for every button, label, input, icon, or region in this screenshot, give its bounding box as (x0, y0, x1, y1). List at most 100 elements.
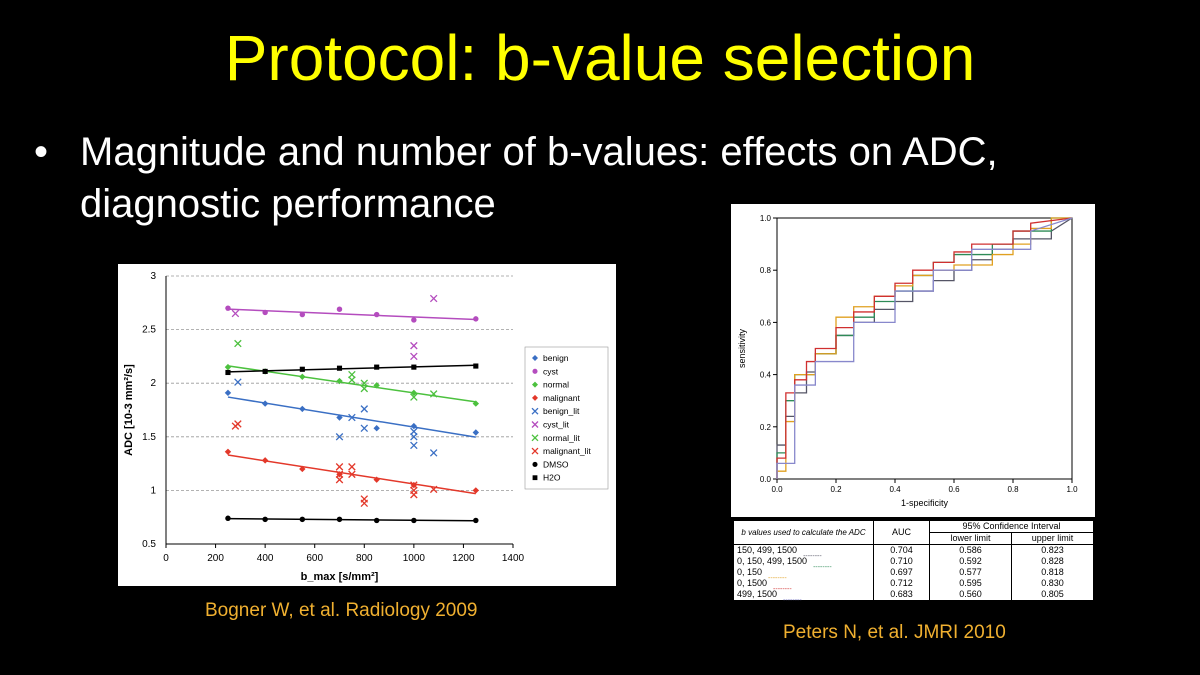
series-malignant_lit (231, 420, 438, 508)
data-point (532, 461, 538, 467)
data-point (299, 373, 306, 380)
data-point (225, 515, 231, 521)
data-point (360, 384, 369, 393)
roc-curve-4 (776, 217, 1073, 479)
x-stroke (410, 341, 418, 350)
citation-peters: Peters N, et al. JMRI 2010 (783, 622, 1006, 643)
data-point (336, 365, 343, 371)
series-cyst_lit (231, 294, 438, 361)
legend-label: normal (543, 380, 569, 390)
data-point (531, 447, 539, 455)
data-point (473, 517, 479, 524)
y-tick-label: 1 (150, 485, 156, 496)
bvalues-cell: 0, 1500-------- (733, 578, 874, 593)
data-point (532, 368, 538, 374)
data-point (373, 517, 380, 524)
x-tick-label: 0.8 (1007, 485, 1019, 494)
data-point (532, 381, 538, 388)
x-stroke (429, 485, 438, 494)
adc-chart: 0.5 1 1.5 2 2.5 3 0 200 400 600 800 1000 1200 1400 b_m… (123, 271, 609, 583)
data-point (410, 441, 418, 450)
data-point (224, 389, 232, 397)
data-point (374, 364, 380, 370)
data-point (299, 516, 306, 523)
x-stroke (348, 370, 356, 379)
x-stroke (410, 427, 418, 436)
data-point (410, 393, 418, 401)
x-tick-label: 600 (306, 553, 323, 564)
bvalues-label: 499, 1500 (737, 589, 778, 599)
x-tick-label: 0.2 (830, 485, 842, 494)
bvalues-cell: 0, 150-------- (733, 567, 874, 582)
legend-item: malignant (532, 393, 580, 403)
data-point (225, 369, 231, 376)
x-stroke (360, 384, 369, 393)
y-tick-label: 2 (150, 378, 156, 389)
table-row: 0, 1500-------- 0.712 0.595 0.830 (733, 578, 1094, 593)
lower-cell: 0.592 (929, 556, 1012, 567)
x-tick-label: 400 (257, 553, 274, 564)
upper-cell: 0.805 (1011, 589, 1094, 601)
lower-cell: 0.560 (929, 589, 1012, 601)
x-tick-label: 1000 (403, 553, 426, 564)
y-axis-label: sensitivity (737, 328, 747, 368)
bullet-dot: • (34, 130, 49, 174)
data-point (531, 421, 539, 428)
legend-label: DMSO (543, 459, 569, 469)
data-point (472, 487, 480, 494)
data-point (472, 400, 480, 407)
data-point (429, 390, 438, 398)
bullet-text: Magnitude and number of b-values: effect… (80, 130, 998, 226)
bvalues-cell: 0, 150, 499, 1500-------- (733, 556, 874, 571)
legend-item: normal (532, 380, 569, 390)
x-stroke (531, 434, 539, 442)
x-stroke (348, 376, 356, 384)
x-stroke (429, 390, 438, 398)
data-point (348, 370, 356, 379)
y-tick-label: 0.8 (760, 266, 772, 275)
data-point (299, 465, 306, 473)
data-point (410, 422, 418, 430)
x-stroke (410, 393, 418, 401)
data-point (373, 382, 380, 389)
series-cyst (225, 305, 479, 323)
roc-chart-panel: 0.0 0.2 0.4 0.6 0.8 1.0 0.0 0.2 0.4 0.6 0.8 1.0 1-sp… (731, 204, 1095, 517)
data-point (472, 429, 480, 436)
series-DMSO (225, 515, 479, 524)
roc-curve-5 (776, 217, 1073, 479)
legend: benign cyst normal malignant benign_lit cyst_… (524, 346, 609, 490)
data-point (335, 475, 344, 484)
x-stroke (360, 379, 369, 387)
slide-title: Protocol: b-value selection (224, 22, 976, 94)
table-row: 499, 1500-------- 0.683 0.560 0.805 (733, 589, 1094, 604)
legend-item: cyst_lit (531, 420, 570, 430)
data-point (335, 463, 344, 471)
data-point (410, 433, 418, 441)
x-stroke (335, 463, 344, 471)
data-point (336, 306, 343, 312)
legend-label: benign (543, 353, 569, 363)
bvalues-cell: 499, 1500-------- (733, 589, 874, 604)
x-stroke (348, 413, 356, 422)
auc-cell: 0.683 (873, 589, 930, 601)
x-stroke (234, 420, 242, 428)
legend-label: H2O (543, 473, 561, 483)
legend-label: malignant_lit (543, 446, 591, 456)
data-point (410, 341, 418, 350)
table-header-auc: AUC (873, 520, 930, 545)
x-stroke (531, 421, 539, 428)
y-tick-label: 2.5 (142, 325, 156, 336)
auc-cell: 0.704 (873, 544, 930, 556)
data-point (532, 394, 538, 401)
data-point (373, 425, 380, 432)
bvalues-label: 0, 1500 (737, 578, 768, 588)
data-point (373, 311, 380, 318)
lower-cell: 0.577 (929, 567, 1012, 578)
bvalues-label: 0, 150, 499, 1500 (737, 556, 808, 566)
x-stroke (348, 470, 356, 479)
series-benign_lit (234, 378, 438, 457)
legend-item: H2O (532, 473, 561, 483)
x-stroke (429, 294, 438, 303)
y-tick-label: 1.5 (142, 432, 156, 443)
data-point (348, 470, 356, 479)
